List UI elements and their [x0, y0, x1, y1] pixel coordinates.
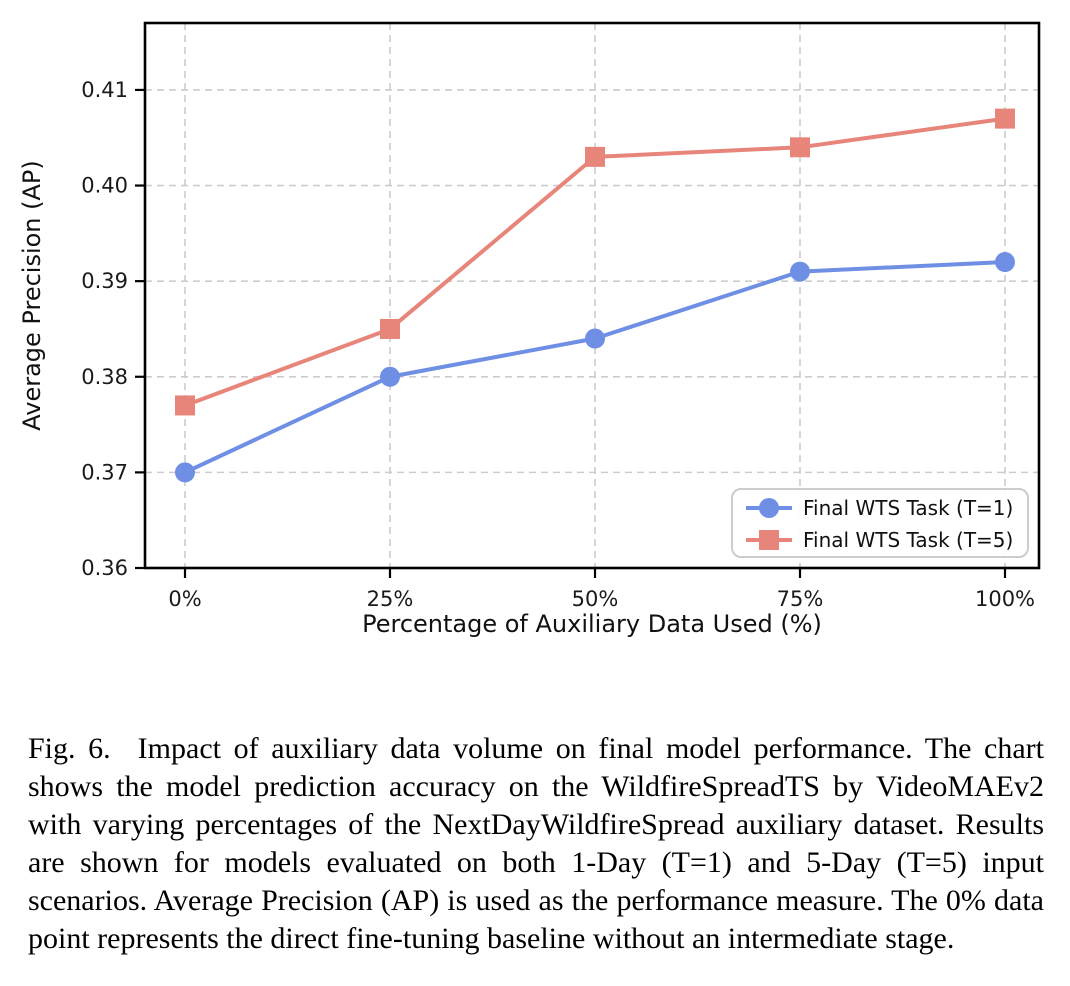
- data-point-square: [790, 137, 810, 158]
- line-chart-figure: 0.36 0.37 0.38 0.39 0.40 0.41 0% 25% 50% 75% 100% P…: [0, 0, 1070, 660]
- y-tick-label: 0.40: [81, 174, 128, 198]
- y-axis-title: Average Precision (AP): [18, 160, 46, 431]
- figure-caption: Fig. 6. Impact of auxiliary data volume o…: [28, 730, 1044, 958]
- chart-background: [0, 0, 1070, 660]
- axis-ticks: [135, 88, 1007, 578]
- data-point-circle: [380, 366, 400, 387]
- legend-box: [731, 488, 1029, 558]
- x-axis-title: Percentage of Auxiliary Data Used (%): [362, 610, 822, 638]
- figure-caption-label: Fig. 6.: [28, 732, 111, 765]
- chart-canvas: 0.36 0.37 0.38 0.39 0.40 0.41 0% 25% 50% 75% 100% P…: [0, 0, 1070, 660]
- y-tick-label: 0.38: [81, 365, 128, 389]
- legend-label: Final WTS Task (T=1): [803, 496, 1013, 520]
- legend: Final WTS Task (T=1) Final WTS Task (T=5): [731, 488, 1029, 558]
- data-point-square: [380, 318, 400, 339]
- legend-label: Final WTS Task (T=5): [803, 528, 1013, 552]
- y-tick-label: 0.39: [81, 269, 128, 293]
- data-point-circle: [175, 462, 195, 483]
- data-point-circle: [995, 252, 1015, 273]
- x-tick-label: 100%: [975, 587, 1035, 611]
- data-point-square: [585, 146, 605, 167]
- plot-border: [143, 21, 1041, 570]
- y-tick-label: 0.36: [81, 556, 128, 580]
- series-t1: [175, 252, 1015, 483]
- data-point-circle: [759, 498, 779, 518]
- x-tick-label: 0%: [168, 587, 201, 611]
- grid: [145, 23, 1039, 568]
- x-tick-label: 75%: [777, 587, 824, 611]
- data-point-circle: [585, 328, 605, 349]
- series-t5: [175, 108, 1015, 416]
- data-point-square: [759, 530, 779, 550]
- y-tick-label: 0.41: [81, 78, 128, 102]
- data-point-square: [995, 108, 1015, 129]
- x-tick-label: 50%: [572, 587, 619, 611]
- y-tick-label: 0.37: [81, 460, 128, 484]
- data-point-square: [175, 395, 195, 416]
- data-point-circle: [790, 261, 810, 282]
- x-tick-label: 25%: [367, 587, 414, 611]
- figure-caption-text: Impact of auxiliary data volume on final…: [28, 732, 1044, 955]
